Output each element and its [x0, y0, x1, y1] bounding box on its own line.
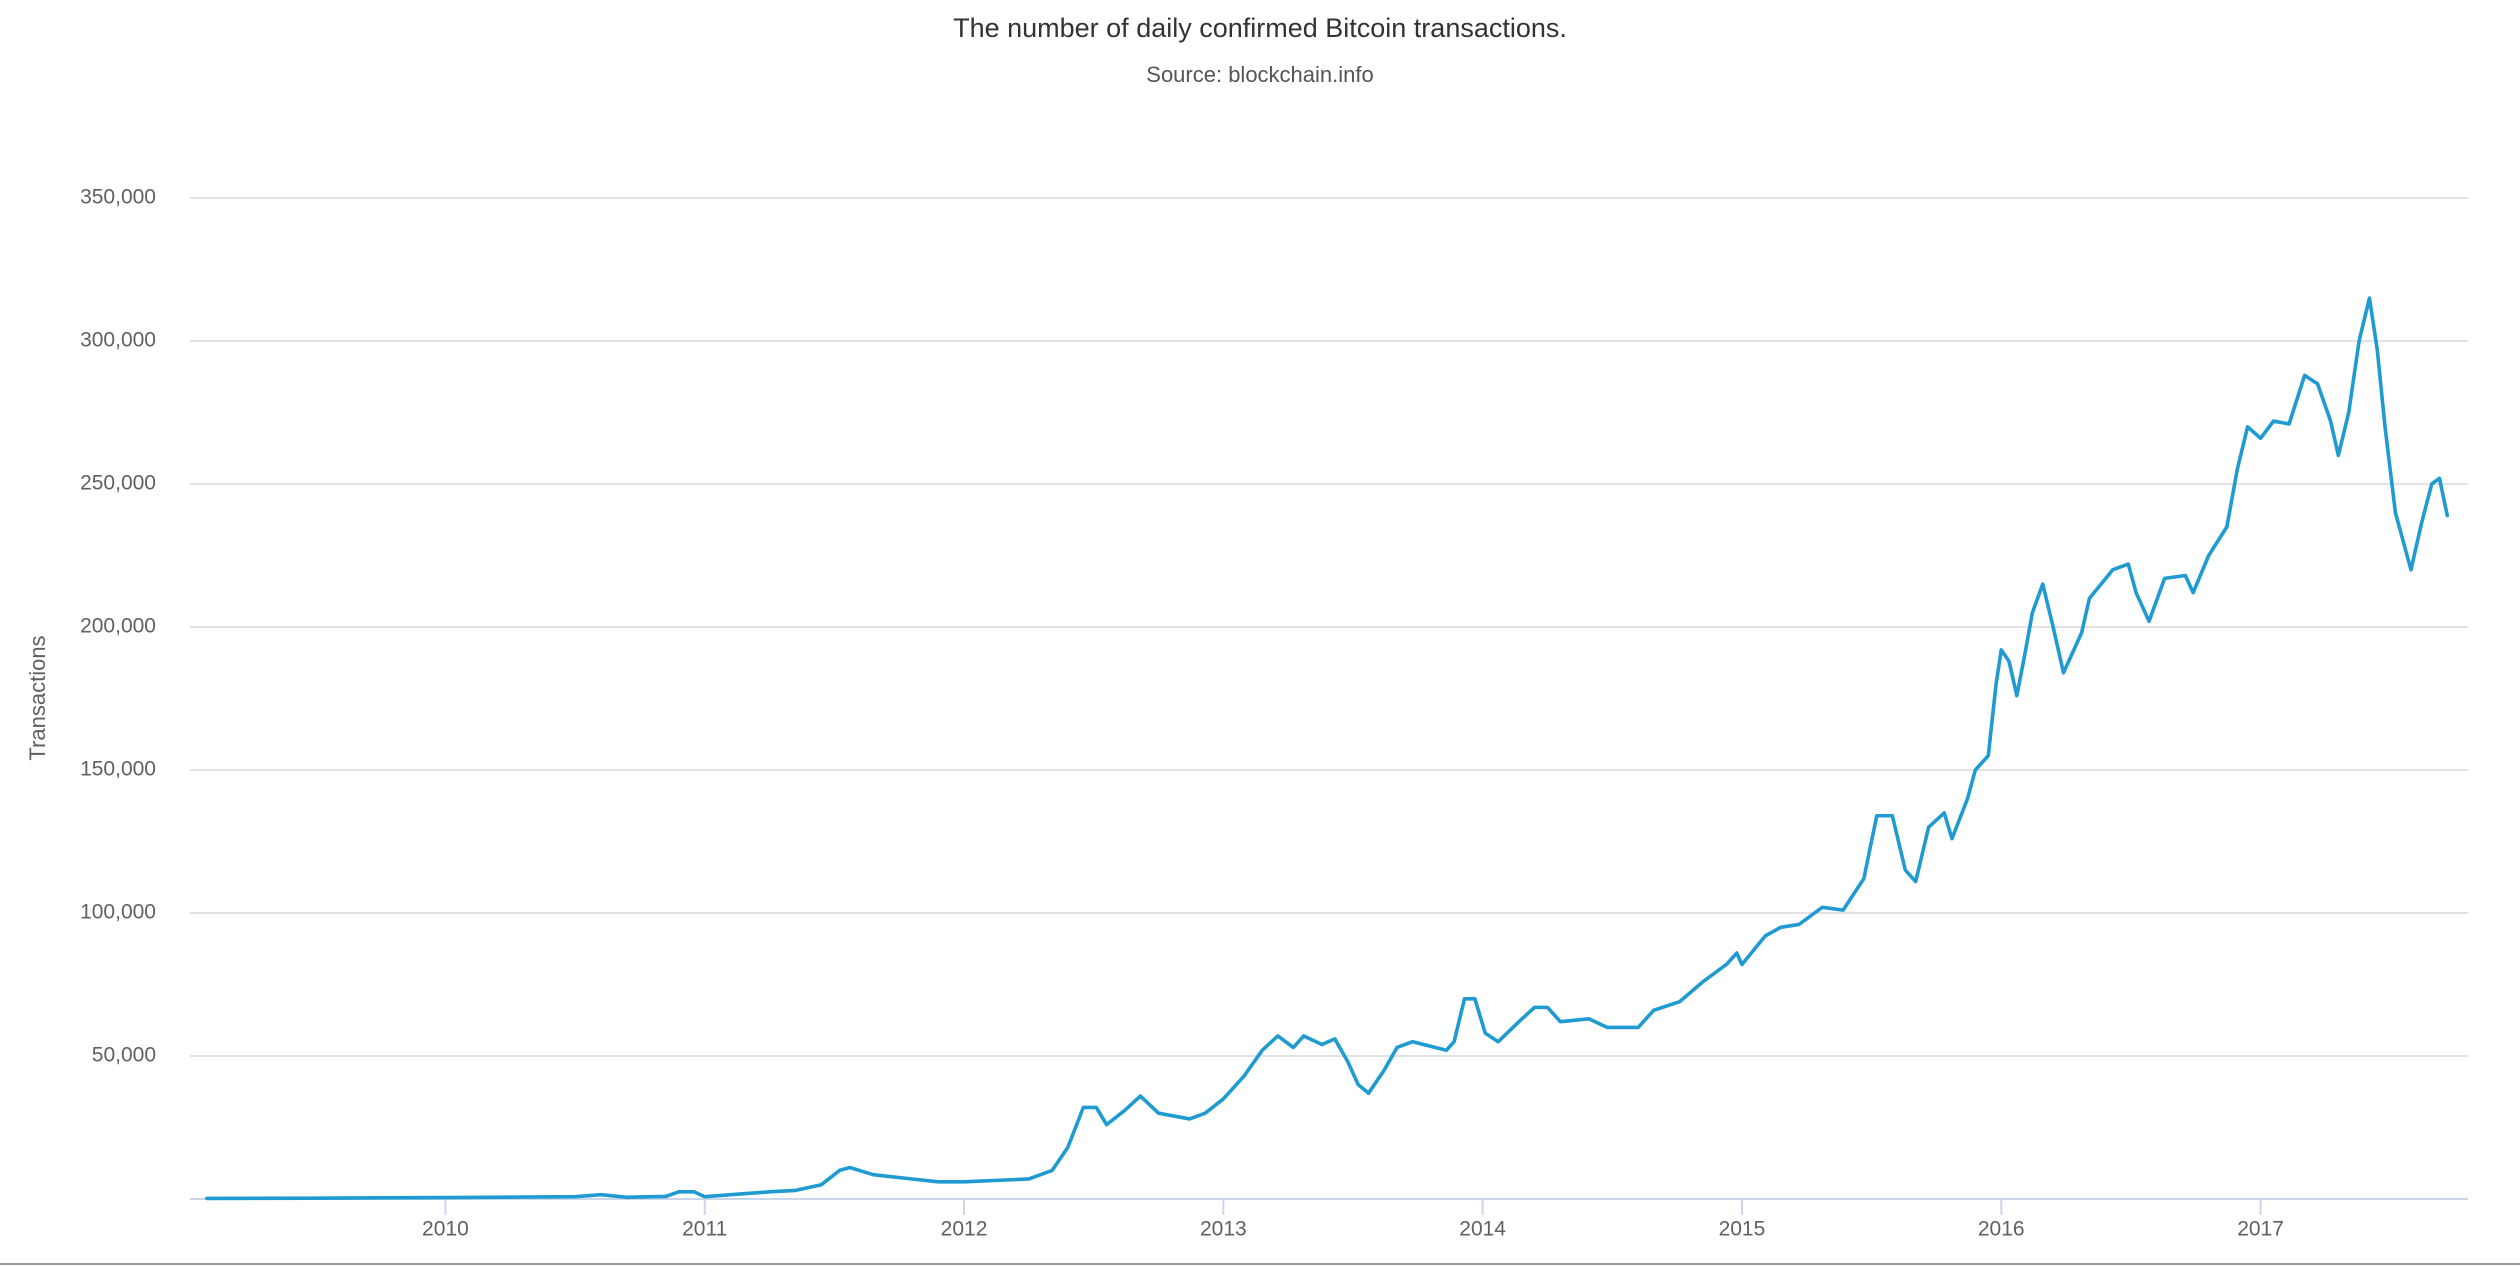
x-tick-label: 2014	[1459, 1218, 1506, 1241]
y-tick-label: 350,000	[80, 186, 156, 209]
x-tick-label: 2011	[682, 1218, 727, 1241]
x-tick-label: 2016	[1978, 1218, 2025, 1241]
x-tick-label: 2017	[2237, 1218, 2284, 1241]
x-tick-label: 2010	[422, 1218, 469, 1241]
x-tick-label: 2013	[1200, 1218, 1247, 1241]
data-line	[205, 296, 2450, 1201]
y-tick-label: 100,000	[80, 901, 156, 924]
y-tick-label: 300,000	[80, 329, 156, 352]
y-tick-label: 150,000	[80, 758, 156, 781]
chart-title: The number of daily confirmed Bitcoin tr…	[953, 13, 1567, 43]
grid	[190, 197, 2468, 1057]
y-tick-label: 50,000	[92, 1044, 156, 1067]
y-tick-label: 250,000	[80, 472, 156, 495]
y-axis-title: Transactions	[25, 635, 50, 760]
x-tick-label: 2015	[1719, 1218, 1766, 1241]
y-tick-label: 200,000	[80, 615, 156, 638]
x-tick-label: 2012	[941, 1218, 988, 1241]
chart-subtitle: Source: blockchain.info	[1146, 62, 1373, 87]
